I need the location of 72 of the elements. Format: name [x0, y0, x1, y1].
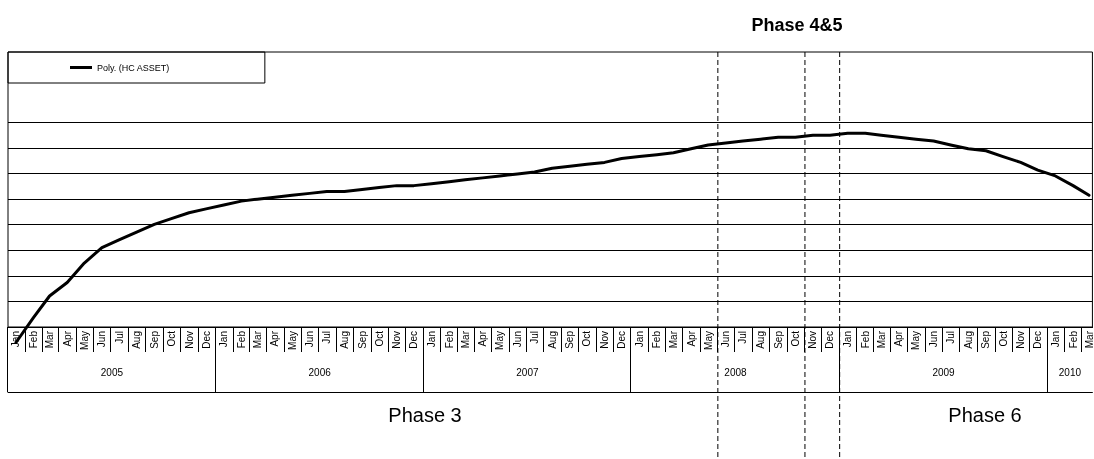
x-tick-label: May: [494, 331, 506, 350]
x-tick-label: Apr: [269, 330, 281, 347]
text: Phase 3: [388, 404, 462, 426]
x-tick-label: Jan: [633, 331, 645, 348]
x-tick-label: Feb: [235, 330, 247, 349]
x-tick-label: Mar: [1083, 330, 1094, 349]
x-tick-label: Nov: [1015, 331, 1027, 349]
text: Phase 6: [948, 404, 1022, 426]
x-tick-label: Oct: [373, 330, 385, 347]
x-tick-label: May: [910, 331, 922, 350]
x-tick-label: May: [286, 331, 298, 350]
x-tick-label: Oct: [789, 330, 801, 347]
x-tick-label: Oct: [997, 330, 1009, 347]
x-tick-label: Jul: [945, 331, 957, 344]
x-tick-label: Sep: [564, 330, 576, 349]
legend-label: Poly. (HC ASSET): [97, 62, 170, 73]
x-tick-label: Jul: [321, 331, 333, 344]
x-tick-label: Nov: [807, 331, 819, 349]
x-tick-label: Apr: [685, 330, 697, 347]
x-tick-label: May: [78, 331, 90, 350]
x-tick-label: Aug: [755, 331, 767, 349]
x-tick-label: Apr: [893, 330, 905, 347]
x-tick-label: Mar: [44, 330, 56, 349]
x-tick-label: Sep: [356, 330, 368, 349]
x-tick-label: Jun: [928, 331, 940, 348]
x-tick-label: Jan: [426, 331, 438, 348]
x-tick-label: Oct: [581, 330, 593, 347]
text: 2006: [308, 366, 332, 378]
x-tick-label: Feb: [28, 330, 40, 349]
text: 2009: [932, 366, 956, 378]
x-tick-label: Feb: [443, 330, 455, 349]
x-tick-label: Apr: [61, 330, 73, 347]
x-tick-label: Jan: [1049, 331, 1061, 348]
x-tick-label: Jul: [737, 331, 749, 344]
x-tick-label: Dec: [200, 331, 212, 349]
x-tick-label: Aug: [131, 331, 143, 349]
x-tick-label: Feb: [1067, 330, 1079, 349]
x-tick-label: Jul: [113, 331, 125, 344]
text: 2007: [516, 366, 539, 378]
x-tick-label: Nov: [391, 331, 403, 349]
x-tick-label: Feb: [859, 330, 871, 349]
x-tick-label: Aug: [546, 331, 558, 349]
x-tick-label: Apr: [477, 330, 489, 347]
x-tick-label: Sep: [148, 330, 160, 349]
x-tick-label: Jun: [304, 331, 316, 348]
x-tick-label: Sep: [980, 330, 992, 349]
x-tick-label: Sep: [772, 330, 784, 349]
text: Phase 4&5: [751, 15, 843, 35]
x-tick-label: Mar: [251, 330, 263, 349]
x-tick-label: Mar: [875, 330, 887, 349]
x-tick-label: Aug: [962, 331, 974, 349]
x-tick-label: Feb: [651, 330, 663, 349]
x-tick-label: Jun: [96, 331, 108, 348]
text: 2010: [1058, 366, 1082, 378]
x-tick-label: Oct: [165, 330, 177, 347]
text: 2005: [100, 366, 124, 378]
x-tick-label: Mar: [459, 330, 471, 349]
x-tick-label: Dec: [616, 331, 628, 349]
x-tick-label: May: [702, 331, 714, 350]
x-tick-label: Jul: [529, 331, 541, 344]
x-tick-label: Dec: [824, 331, 836, 349]
x-tick-label: Aug: [338, 331, 350, 349]
x-tick-label: Nov: [183, 331, 195, 349]
x-tick-label: Nov: [599, 331, 611, 349]
x-tick-label: Dec: [1032, 331, 1044, 349]
text: 2008: [724, 366, 748, 378]
x-tick-label: Mar: [667, 330, 679, 349]
x-tick-label: Jun: [720, 331, 732, 348]
x-tick-label: Dec: [408, 331, 420, 349]
x-tick-label: Jun: [511, 331, 523, 348]
x-tick-label: Jan: [842, 331, 854, 348]
x-tick-label: Jan: [218, 331, 230, 348]
